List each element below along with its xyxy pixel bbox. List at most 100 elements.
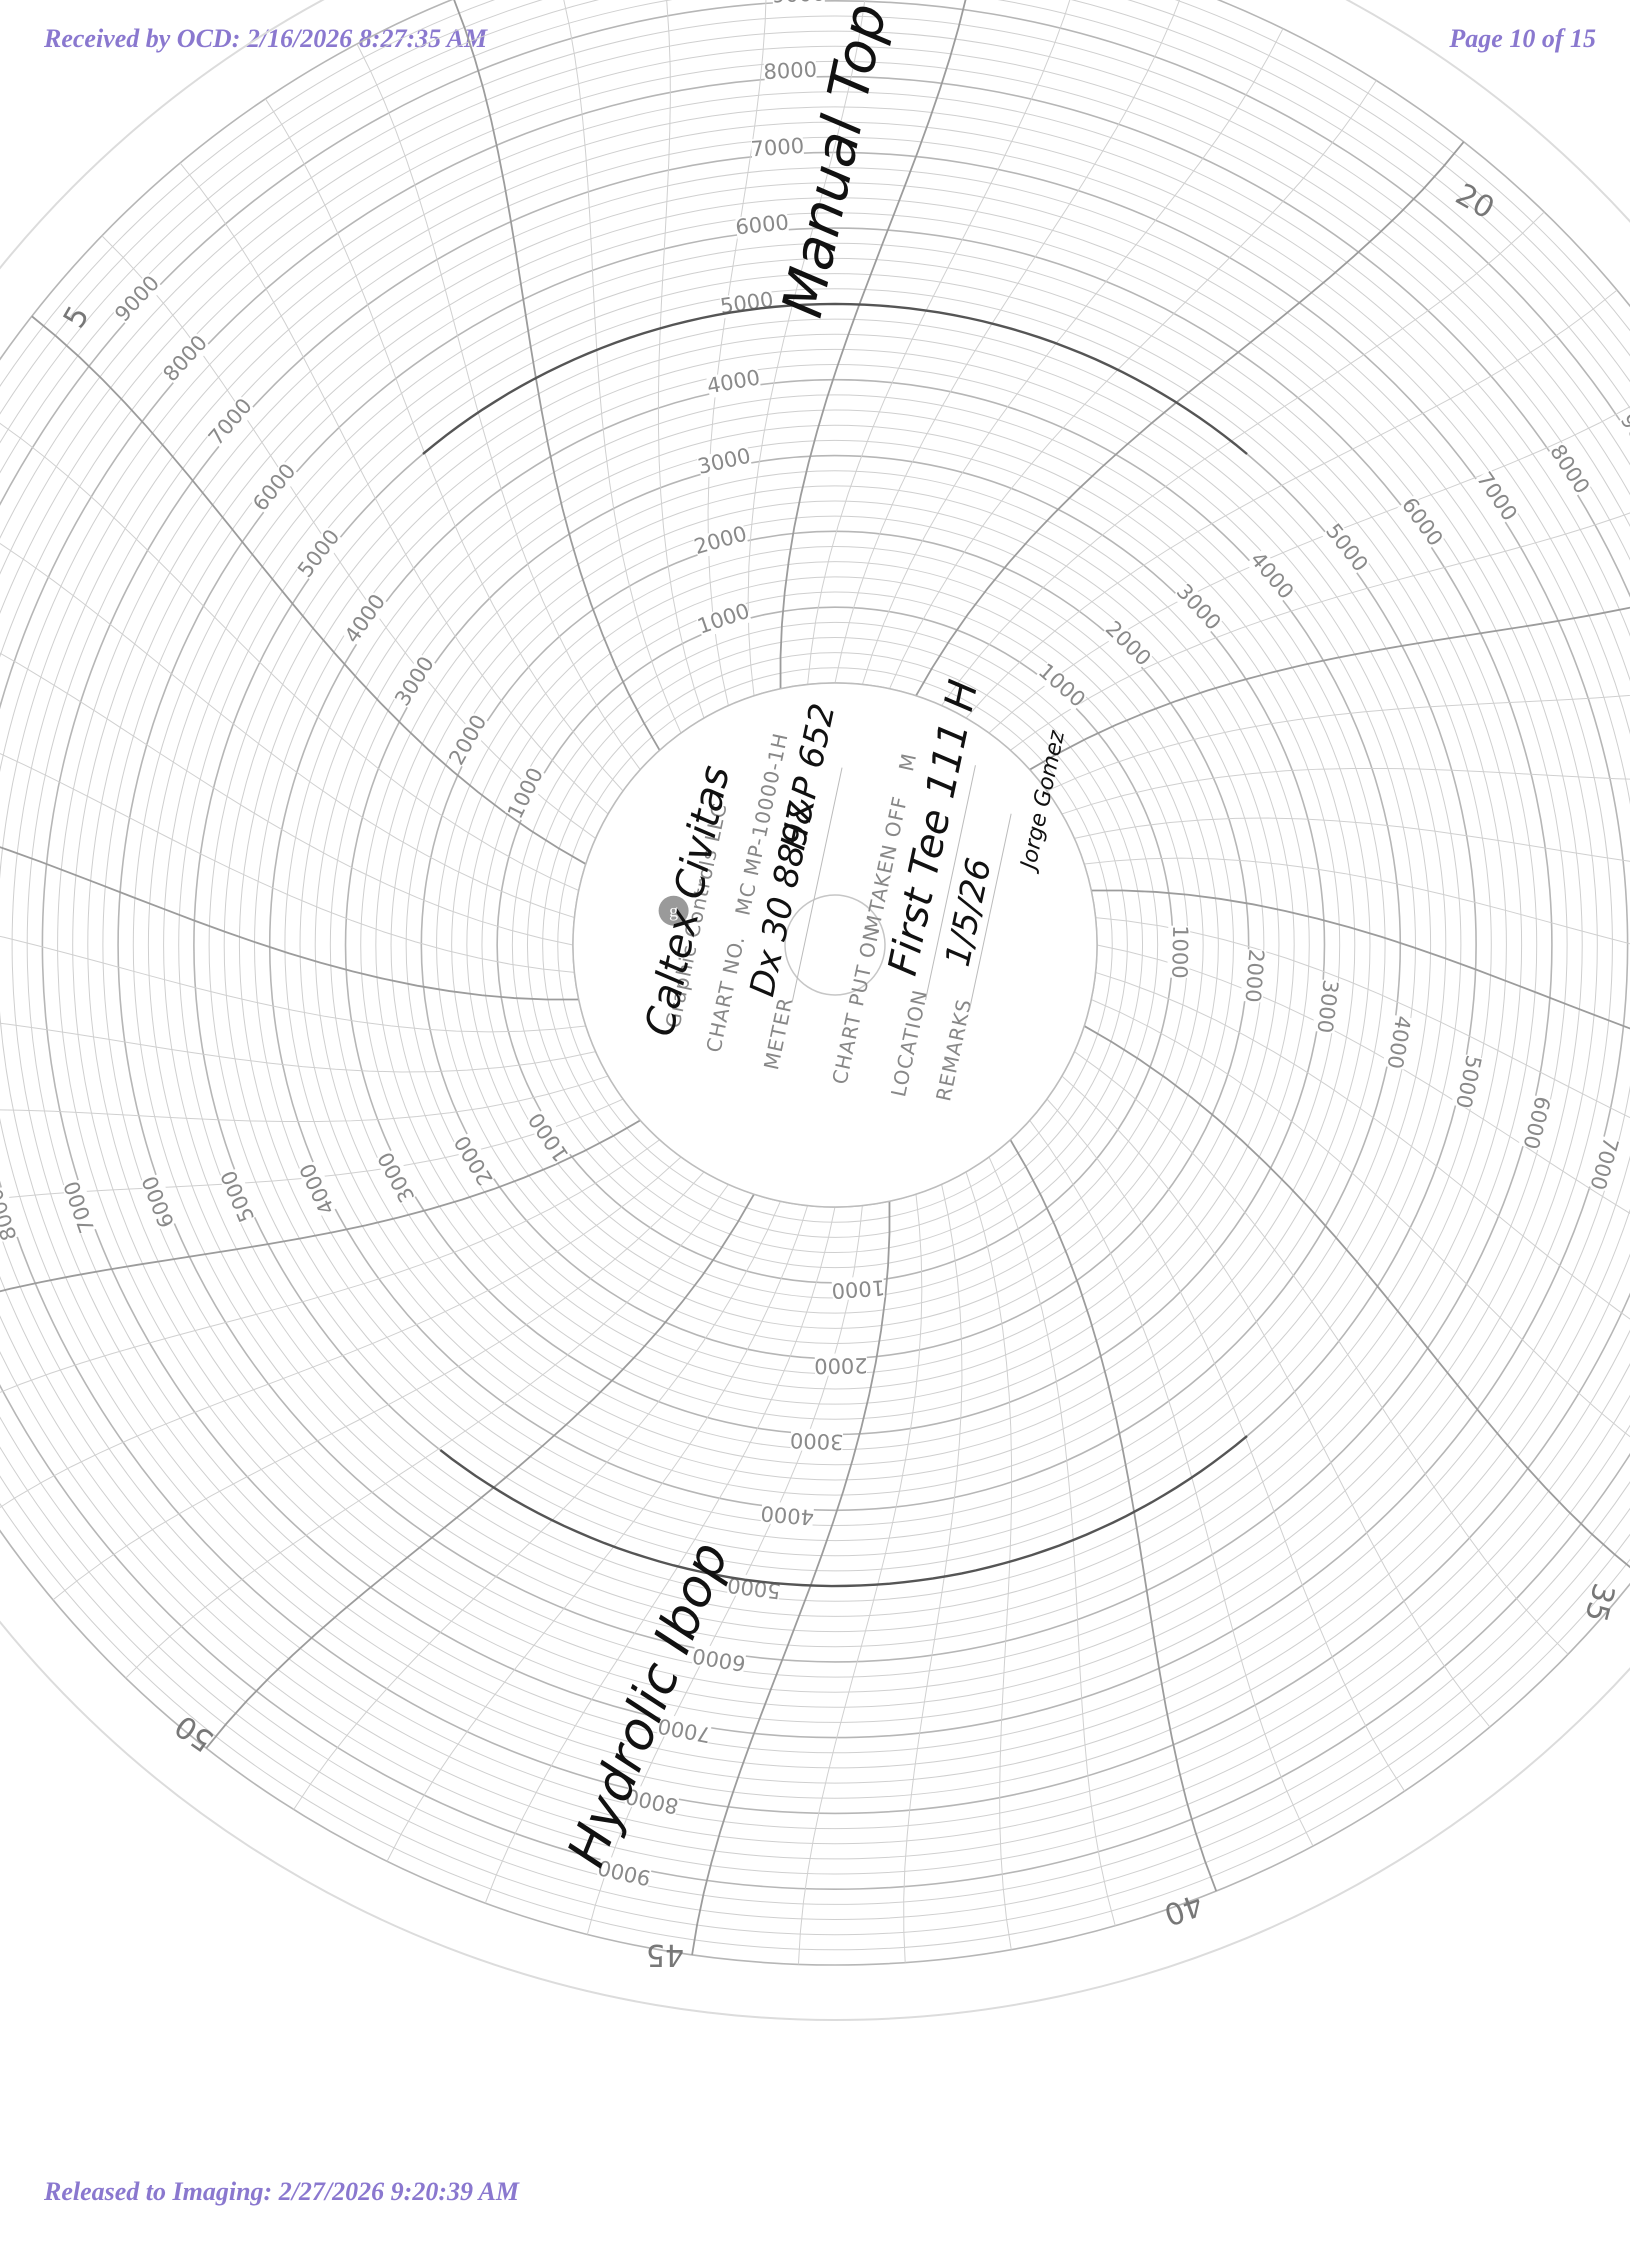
grid-ring — [0, 0, 1630, 1891]
grid-radial — [965, 1171, 1013, 1950]
grid-ring — [542, 652, 1128, 1238]
grid-radial — [0, 1156, 682, 1515]
grid-radial — [0, 1139, 660, 1424]
grid-ring — [0, 15, 1630, 1875]
scale-label-bg — [706, 367, 762, 399]
grid-radial — [1029, 562, 1630, 771]
grid-ring — [0, 0, 1630, 1966]
m-mark-off: M — [894, 751, 921, 774]
grid-radial — [1095, 971, 1630, 1394]
scale-label: 4000 — [340, 590, 390, 648]
grid-ring — [132, 242, 1538, 1648]
scale-label: 1000 — [1167, 925, 1192, 979]
grid-ring — [102, 212, 1568, 1678]
scale-label-bg — [692, 523, 749, 559]
scale-label-bg — [451, 1131, 498, 1188]
scale-label-bg — [1518, 1094, 1553, 1151]
scale-label: 4000 — [705, 365, 762, 398]
scale-label-bg — [295, 526, 345, 582]
grid-ring — [466, 576, 1204, 1314]
hour-mark: 5 — [57, 300, 97, 334]
scale-label: 8000 — [0, 1185, 22, 1243]
scale-label-bg — [1545, 441, 1593, 498]
grid-ring — [239, 349, 1431, 1541]
hour-mark: 45 — [646, 1937, 684, 1972]
grid-ring — [0, 0, 1630, 1920]
grid-radial — [1091, 889, 1630, 1089]
hour-mark: 20 — [1449, 177, 1500, 226]
grid-ring — [557, 667, 1113, 1223]
scale-label-bg — [814, 1353, 868, 1376]
grid-ring — [163, 273, 1507, 1617]
scale-label: 3000 — [1172, 579, 1226, 634]
grid-radial — [52, 1171, 705, 1601]
grid-ring — [375, 485, 1295, 1405]
location-line — [925, 765, 976, 1001]
grid-radial — [889, 80, 1377, 689]
grid-ring — [481, 591, 1189, 1299]
grid-ring — [26, 136, 1630, 1754]
scale-label-bg — [1240, 948, 1267, 1003]
grid-radial — [31, 315, 587, 865]
grid-ring — [0, 0, 1630, 1936]
hour-mark: 35 — [1577, 1579, 1621, 1625]
scale-label: 5000 — [1321, 519, 1373, 576]
grid-ring — [0, 0, 1630, 1951]
scale-label: 6000 — [138, 1173, 179, 1231]
scale-label-bg — [250, 460, 301, 516]
grid-ring — [420, 530, 1250, 1360]
scale-label: 2000 — [814, 1353, 868, 1378]
grid-ring — [0, 106, 1630, 1784]
scale-label-bg — [1382, 1014, 1414, 1070]
scale-label: 8000 — [1545, 440, 1594, 498]
grid-ring — [117, 227, 1553, 1663]
scale-label-bg — [624, 1783, 680, 1817]
scale-label: 5000 — [1451, 1053, 1486, 1110]
scale-label: 3000 — [390, 652, 439, 710]
grid-ring — [0, 75, 1630, 1815]
scale-label-bg — [1312, 979, 1341, 1034]
released-stamp: Released to Imaging: 2/27/2026 9:20:39 A… — [44, 2177, 519, 2206]
grid-radial — [0, 907, 586, 1033]
scale-label: 2000 — [450, 1131, 498, 1189]
grid-ring — [223, 333, 1447, 1557]
grid-ring — [436, 546, 1234, 1344]
pen-trace-arc — [422, 302, 1248, 455]
page-number: Page 10 of 15 — [1449, 24, 1596, 53]
remarks-line — [969, 813, 1012, 1010]
scale-label: 3000 — [790, 1428, 844, 1454]
scale-label: 9000 — [771, 0, 825, 8]
scale-label: 6000 — [734, 210, 790, 239]
scale-label-bg — [112, 272, 164, 326]
scale-label-bg — [763, 59, 817, 85]
scale-label: 6000 — [1397, 493, 1448, 550]
scale-label: 1000 — [524, 1108, 574, 1166]
grid-ring — [148, 258, 1522, 1632]
grid-radial — [1074, 1051, 1569, 1655]
hour-mark: 40 — [1159, 1886, 1207, 1932]
scale-label-bg — [750, 135, 805, 162]
received-stamp: Received by OCD: 2/16/2026 8:27:35 AM — [44, 24, 488, 53]
grid-radial — [1091, 999, 1630, 1487]
grid-radial — [1083, 1025, 1630, 1575]
scale-label-bg — [1246, 549, 1297, 604]
pen-trace-arc — [439, 1435, 1248, 1588]
hour-mark: 50 — [169, 1707, 220, 1758]
grid-radial — [1095, 917, 1630, 1194]
handwritten-note-top: Manual Top Drive — [770, 0, 935, 323]
scale-label: 1000 — [1034, 659, 1090, 712]
grid-radial — [1061, 767, 1630, 815]
grid-ring — [178, 288, 1492, 1602]
grid-ring — [511, 621, 1159, 1269]
graphic-controls-logo — [658, 895, 689, 926]
m-mark-on: M — [860, 912, 887, 935]
scale-label-bg — [772, 0, 826, 8]
scale-label-bg — [160, 332, 212, 386]
grid-radial — [452, 0, 661, 751]
grid-ring — [11, 121, 1630, 1769]
grid-ring — [496, 606, 1174, 1284]
scale-label: 1000 — [831, 1275, 886, 1303]
scale-label-bg — [342, 591, 390, 647]
